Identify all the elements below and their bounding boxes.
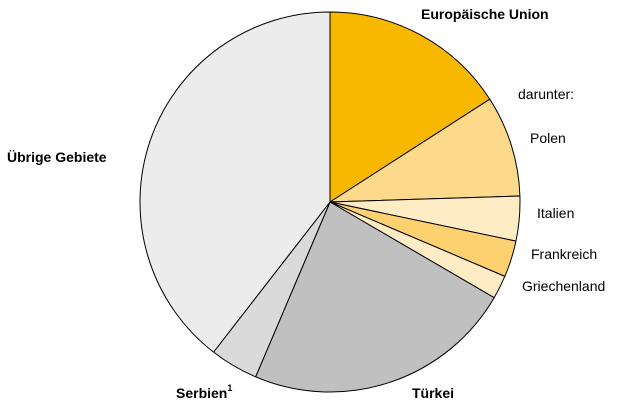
- pie-slice-europäische-union: [329, 11, 491, 203]
- label-europaeische-union: Europäische Union: [421, 6, 549, 22]
- label-tuerkei: Türkei: [412, 385, 455, 401]
- pie-slice-übrige-gebiete: [139, 11, 331, 353]
- label-polen: Polen: [530, 130, 566, 146]
- label-serbien-text: Serbien: [176, 385, 228, 401]
- label-uebrige-gebiete: Übrige Gebiete: [7, 149, 107, 165]
- footnote-marker: 1: [227, 383, 233, 393]
- pie-slices: [139, 11, 521, 393]
- label-serbien: Serbien1: [176, 383, 233, 401]
- label-frankreich: Frankreich: [531, 246, 598, 262]
- label-griechenland: Griechenland: [522, 278, 606, 294]
- pie-slice-türkei: [255, 201, 495, 393]
- pie-slice-polen: [329, 98, 521, 203]
- label-darunter: darunter:: [518, 86, 575, 102]
- label-italien: Italien: [537, 205, 575, 221]
